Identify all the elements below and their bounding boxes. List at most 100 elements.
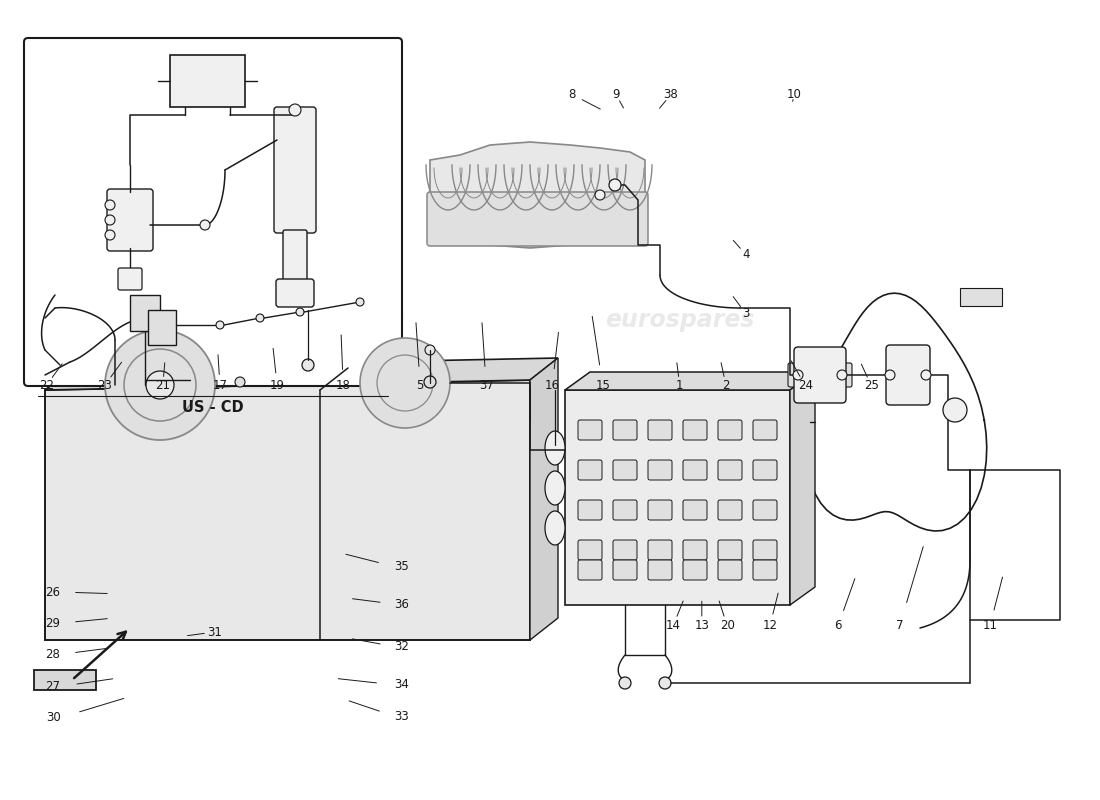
Circle shape	[216, 321, 224, 329]
Text: 4: 4	[742, 248, 749, 261]
Text: 32: 32	[394, 640, 409, 653]
FancyBboxPatch shape	[754, 500, 777, 520]
Circle shape	[943, 398, 967, 422]
FancyBboxPatch shape	[718, 460, 743, 480]
Circle shape	[360, 338, 450, 428]
FancyBboxPatch shape	[613, 500, 637, 520]
FancyBboxPatch shape	[274, 107, 316, 233]
Text: 9: 9	[613, 88, 619, 101]
Circle shape	[104, 200, 116, 210]
FancyBboxPatch shape	[794, 347, 846, 403]
Text: eurospares: eurospares	[605, 308, 755, 332]
FancyBboxPatch shape	[613, 420, 637, 440]
Circle shape	[377, 355, 433, 411]
Text: 14: 14	[666, 619, 681, 632]
Circle shape	[595, 190, 605, 200]
Circle shape	[659, 677, 671, 689]
FancyBboxPatch shape	[683, 560, 707, 580]
FancyBboxPatch shape	[118, 268, 142, 290]
Bar	[130, 295, 159, 331]
Polygon shape	[565, 390, 790, 605]
FancyBboxPatch shape	[578, 540, 602, 560]
Circle shape	[146, 371, 174, 399]
FancyBboxPatch shape	[283, 230, 307, 284]
FancyBboxPatch shape	[578, 560, 602, 580]
FancyBboxPatch shape	[683, 460, 707, 480]
Circle shape	[296, 308, 304, 316]
FancyBboxPatch shape	[276, 279, 314, 307]
FancyBboxPatch shape	[648, 540, 672, 560]
FancyBboxPatch shape	[578, 460, 602, 480]
Text: 16: 16	[544, 379, 560, 392]
Circle shape	[425, 345, 435, 355]
Text: 2: 2	[723, 379, 729, 392]
Text: 22: 22	[39, 379, 54, 392]
FancyBboxPatch shape	[718, 420, 743, 440]
Circle shape	[302, 359, 313, 371]
FancyBboxPatch shape	[754, 560, 777, 580]
Text: 6: 6	[835, 619, 842, 632]
FancyBboxPatch shape	[718, 540, 743, 560]
Polygon shape	[530, 358, 558, 640]
Text: 34: 34	[394, 678, 409, 691]
FancyBboxPatch shape	[24, 38, 401, 386]
Ellipse shape	[544, 431, 565, 465]
FancyBboxPatch shape	[718, 500, 743, 520]
Text: 7: 7	[896, 619, 903, 632]
Circle shape	[104, 330, 214, 440]
FancyBboxPatch shape	[754, 460, 777, 480]
FancyBboxPatch shape	[648, 420, 672, 440]
Circle shape	[200, 220, 210, 230]
FancyBboxPatch shape	[754, 420, 777, 440]
FancyBboxPatch shape	[578, 500, 602, 520]
Circle shape	[104, 230, 116, 240]
Bar	[148, 310, 176, 345]
FancyBboxPatch shape	[107, 189, 153, 251]
FancyBboxPatch shape	[836, 363, 852, 387]
Text: 20: 20	[719, 619, 735, 632]
Text: 36: 36	[394, 598, 409, 610]
FancyBboxPatch shape	[613, 540, 637, 560]
FancyBboxPatch shape	[788, 363, 804, 387]
Circle shape	[921, 370, 931, 380]
Text: 24: 24	[798, 379, 813, 392]
FancyBboxPatch shape	[683, 500, 707, 520]
Text: eurospares: eurospares	[605, 478, 755, 502]
Text: 8: 8	[569, 88, 575, 101]
FancyBboxPatch shape	[578, 420, 602, 440]
Circle shape	[289, 104, 301, 116]
Ellipse shape	[544, 471, 565, 505]
Circle shape	[356, 298, 364, 306]
Circle shape	[886, 370, 895, 380]
Text: 17: 17	[212, 379, 228, 392]
Text: 13: 13	[694, 619, 710, 632]
Circle shape	[424, 376, 436, 388]
Text: 30: 30	[46, 711, 60, 724]
Polygon shape	[45, 358, 558, 390]
Circle shape	[619, 677, 631, 689]
Text: 38: 38	[663, 88, 679, 101]
Bar	[170, 55, 245, 107]
FancyBboxPatch shape	[613, 560, 637, 580]
Polygon shape	[565, 372, 815, 390]
Text: eurospares: eurospares	[255, 478, 405, 502]
Bar	[34, 670, 96, 690]
Text: US - CD: US - CD	[183, 400, 244, 415]
Polygon shape	[430, 142, 645, 248]
Polygon shape	[790, 372, 815, 605]
FancyBboxPatch shape	[886, 345, 929, 405]
FancyBboxPatch shape	[648, 500, 672, 520]
Circle shape	[235, 377, 245, 387]
Polygon shape	[45, 380, 530, 640]
FancyBboxPatch shape	[648, 560, 672, 580]
Text: 3: 3	[742, 307, 749, 320]
Text: 29: 29	[45, 617, 60, 630]
Circle shape	[256, 314, 264, 322]
Text: 25: 25	[864, 379, 879, 392]
Circle shape	[124, 349, 196, 421]
Text: 10: 10	[786, 88, 802, 101]
Text: 18: 18	[336, 379, 351, 392]
Text: 35: 35	[394, 560, 408, 573]
Text: 1: 1	[676, 379, 683, 392]
FancyBboxPatch shape	[683, 540, 707, 560]
